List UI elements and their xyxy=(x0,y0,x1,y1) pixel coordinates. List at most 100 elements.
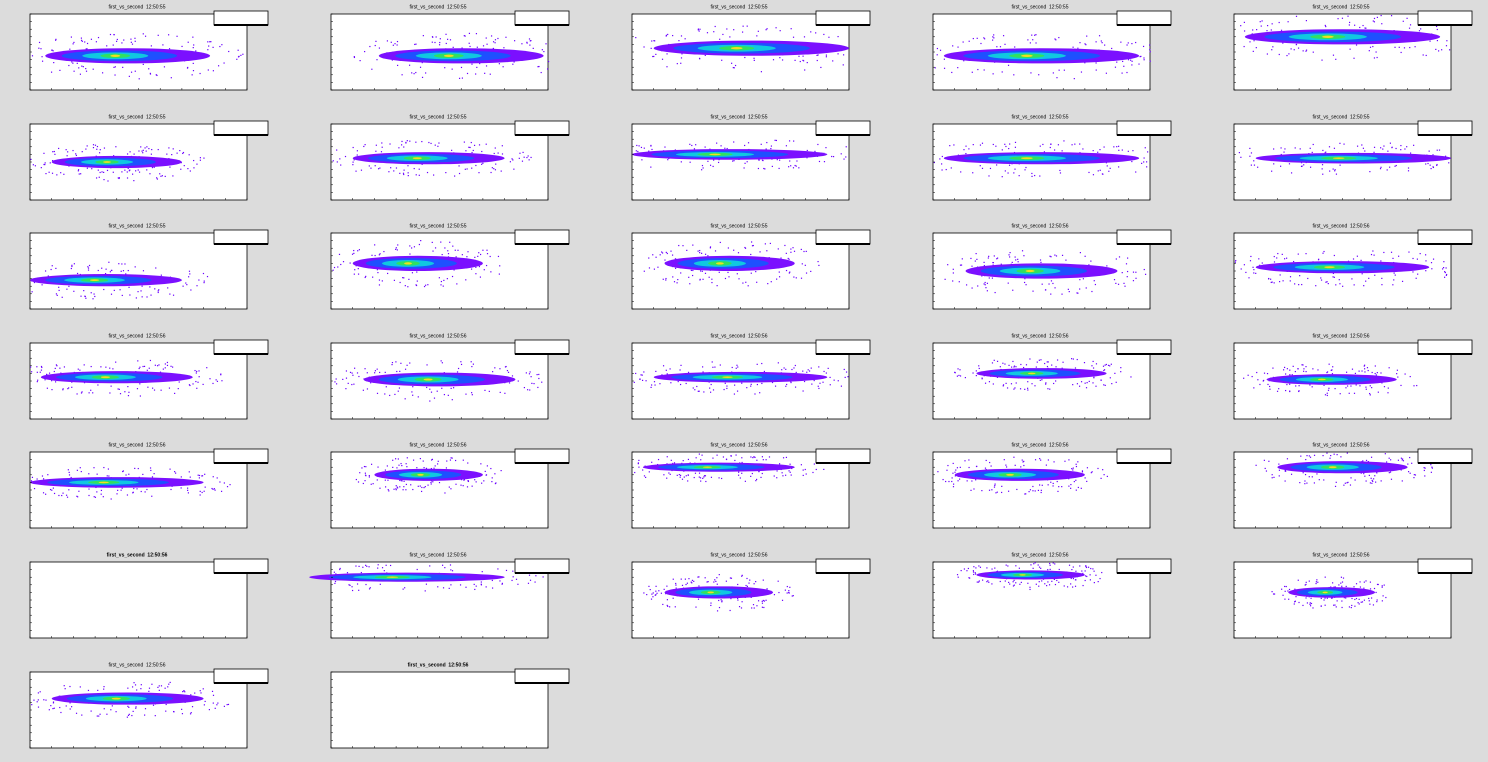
scatter-dot xyxy=(480,581,482,583)
scatter-dot xyxy=(988,255,990,257)
scatter-dot xyxy=(1290,48,1292,50)
scatter-dot xyxy=(713,31,715,33)
scatter-dot xyxy=(1260,25,1262,27)
scatter-dot xyxy=(1124,285,1126,287)
density-peak xyxy=(1019,574,1026,576)
scatter-dot xyxy=(385,564,387,566)
scatter-dot xyxy=(374,254,376,257)
scatter-dot xyxy=(733,160,735,162)
scatter-dot xyxy=(153,389,156,391)
scatter-dot xyxy=(1039,175,1041,177)
scatter-dot xyxy=(1436,39,1439,42)
scatter-dot xyxy=(1042,143,1044,146)
scatter-dot xyxy=(958,281,960,283)
pad: first_vs_second 12:50:56 xyxy=(1233,333,1473,420)
pad: first_vs_second 12:50:56 xyxy=(932,442,1172,529)
scatter-dot xyxy=(686,582,689,584)
scatter-dot xyxy=(789,586,791,588)
scatter-dot xyxy=(1249,260,1252,262)
scatter-dot xyxy=(36,371,38,373)
scatter-dot xyxy=(196,387,198,389)
scatter-dot xyxy=(1342,285,1344,287)
scatter-dot xyxy=(1126,276,1128,278)
scatter-dot xyxy=(423,285,426,288)
scatter-dot xyxy=(1374,372,1376,375)
scatter-dot xyxy=(342,261,345,263)
scatter-dot xyxy=(195,380,197,383)
scatter-dot xyxy=(638,466,640,468)
scatter-dot xyxy=(1438,149,1441,151)
scatter-dot xyxy=(1076,358,1078,361)
scatter-dot xyxy=(124,263,126,265)
scatter-dot xyxy=(665,35,667,37)
scatter-dot xyxy=(1101,173,1104,175)
scatter-dot xyxy=(511,158,513,160)
pad: first_vs_second 12:50:56 xyxy=(1233,442,1473,529)
scatter-dot xyxy=(109,271,111,273)
scatter-dot xyxy=(731,366,733,369)
scatter-dot xyxy=(80,37,83,39)
scatter-dot xyxy=(1014,256,1016,258)
scatter-dot xyxy=(1362,147,1365,149)
scatter-dot xyxy=(679,476,681,478)
scatter-dot xyxy=(1127,150,1129,152)
scatter-dot xyxy=(1371,387,1373,389)
scatter-dot xyxy=(1290,473,1293,475)
scatter-dot xyxy=(677,278,679,281)
scatter-dot xyxy=(1047,361,1049,363)
scatter-dot xyxy=(1298,385,1300,387)
scatter-dot xyxy=(399,479,401,482)
scatter-dot xyxy=(451,457,453,459)
scatter-dot xyxy=(738,471,740,473)
scatter-dot xyxy=(1368,600,1370,602)
scatter-dot xyxy=(985,459,987,462)
scatter-dot xyxy=(1416,258,1418,260)
scatter-dot xyxy=(1083,362,1086,364)
scatter-dot xyxy=(753,583,755,585)
pad-title: first_vs_second 12:50:56 xyxy=(1012,333,1069,339)
scatter-dot xyxy=(83,364,85,366)
scatter-dot xyxy=(657,458,660,461)
scatter-dot xyxy=(1387,387,1389,389)
scatter-dot xyxy=(1289,390,1291,393)
scatter-dot xyxy=(1282,280,1284,282)
scatter-dot xyxy=(1068,485,1070,487)
scatter-dot xyxy=(194,369,196,372)
scatter-dot xyxy=(1282,594,1284,596)
scatter-dot xyxy=(40,48,42,50)
scatter-dot xyxy=(956,574,959,576)
scatter-dot xyxy=(405,142,407,144)
scatter-dot xyxy=(792,167,795,169)
scatter-dot xyxy=(198,477,201,479)
scatter-dot xyxy=(433,174,435,176)
scatter-dot xyxy=(514,40,516,42)
scatter-dot xyxy=(1268,460,1270,462)
scatter-dot xyxy=(31,704,33,706)
scatter-dot xyxy=(54,153,56,155)
scatter-dot xyxy=(359,60,361,62)
scatter-dot xyxy=(1088,380,1090,382)
scatter-dot xyxy=(944,278,946,280)
scatter-dot xyxy=(376,479,378,481)
scatter-dot xyxy=(937,471,939,473)
scatter-dot xyxy=(404,285,406,287)
scatter-dot xyxy=(700,459,702,461)
scatter-dot xyxy=(639,378,641,380)
scatter-dot xyxy=(1016,488,1018,491)
scatter-dot xyxy=(128,391,130,393)
stats-box xyxy=(213,339,269,355)
scatter-dot xyxy=(55,39,57,41)
scatter-dot xyxy=(1430,464,1432,466)
scatter-dot xyxy=(658,590,660,592)
scatter-dot xyxy=(1099,577,1101,580)
scatter-dot xyxy=(1064,460,1066,462)
scatter-dot xyxy=(541,381,543,383)
scatter-dot xyxy=(1252,50,1254,52)
scatter-dot xyxy=(815,468,817,471)
scatter-dot xyxy=(196,370,198,373)
scatter-dot xyxy=(964,460,966,462)
scatter-dot xyxy=(704,253,707,255)
scatter-dot xyxy=(357,250,359,252)
scatter-dot xyxy=(1080,381,1083,383)
scatter-dot xyxy=(1086,35,1088,37)
